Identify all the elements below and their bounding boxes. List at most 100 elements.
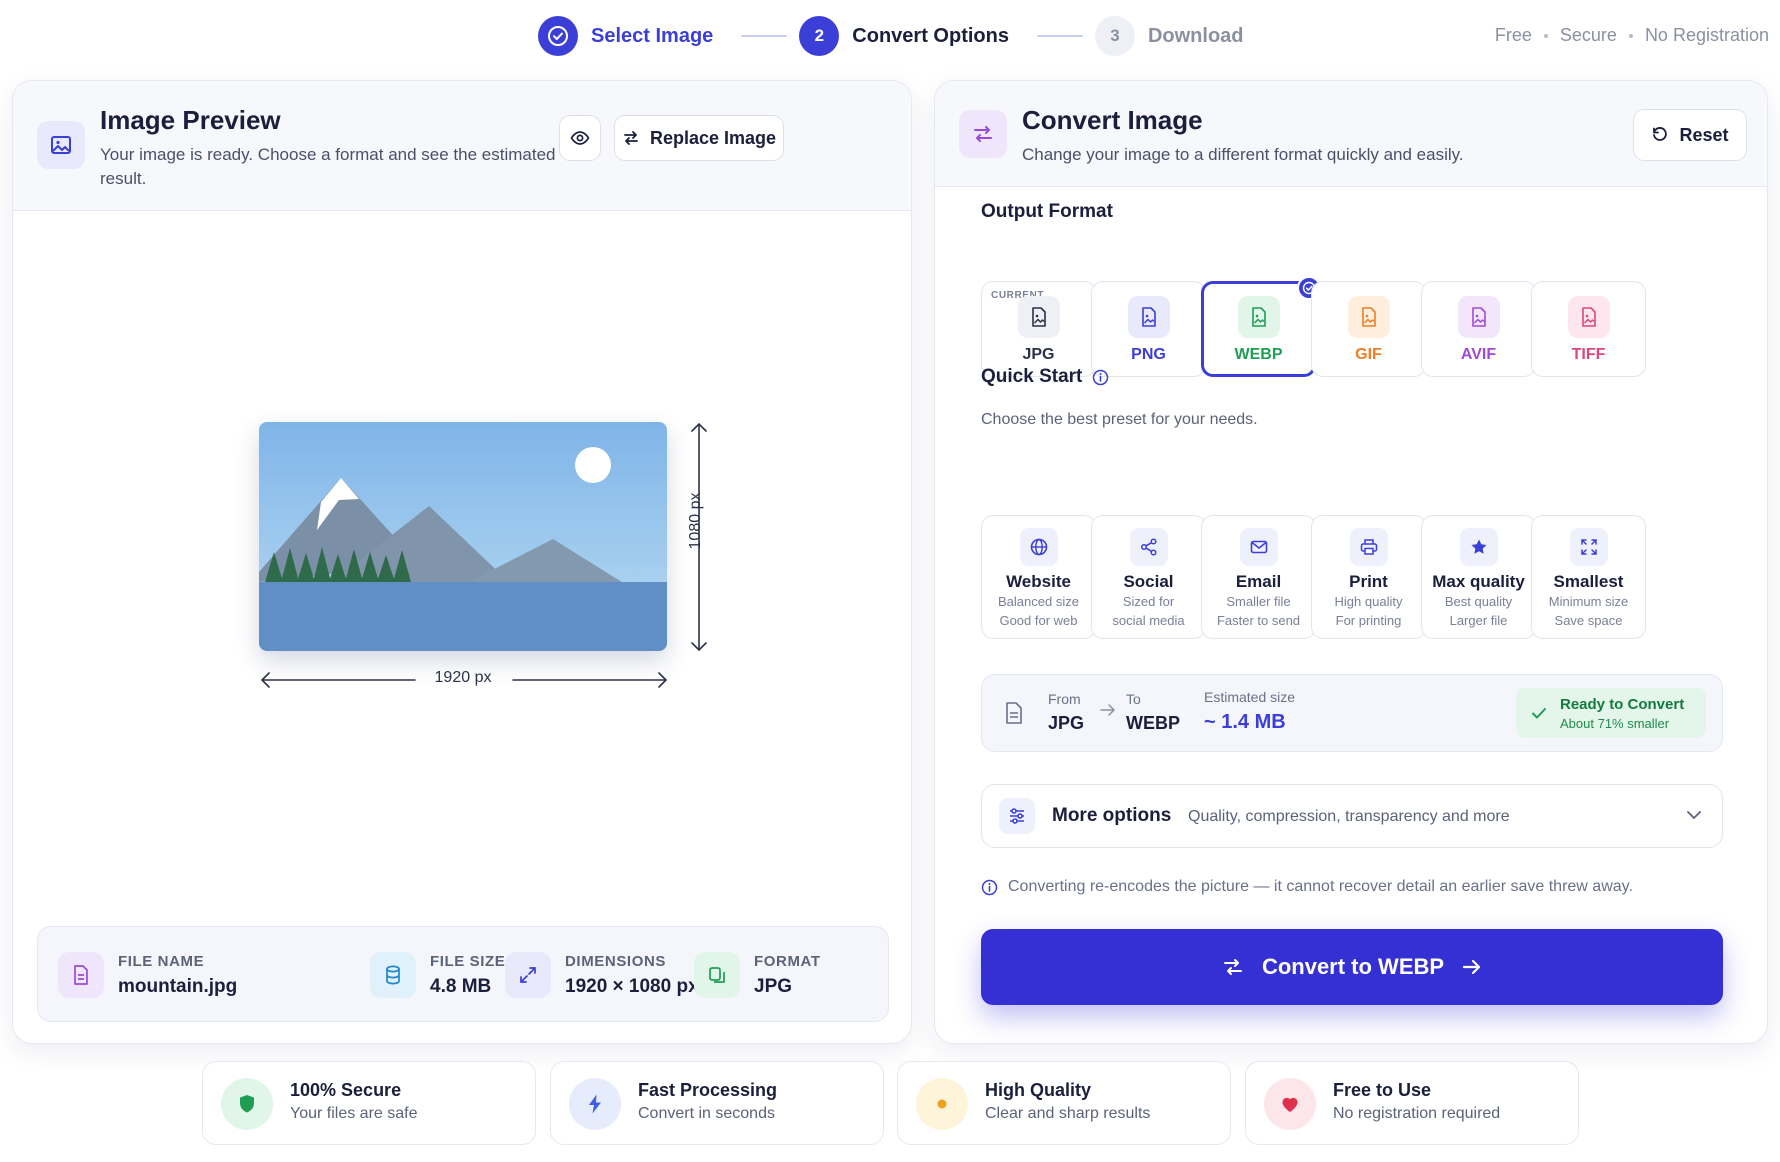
preset-title: Email bbox=[1235, 572, 1282, 591]
preset-desc-2: Larger file bbox=[1449, 613, 1508, 628]
feature-100-secure: 100% Secure Your files are safe bbox=[202, 1061, 536, 1145]
preset-email[interactable]: Email Smaller file Faster to send bbox=[1201, 515, 1316, 639]
document-icon bbox=[1004, 701, 1024, 725]
preview-toggle-button[interactable] bbox=[559, 115, 601, 161]
height-label: 1080 px bbox=[687, 492, 704, 550]
tagline-no-registration: No Registration bbox=[1644, 25, 1769, 45]
format-label: WEBP bbox=[1234, 346, 1283, 363]
convert-title: Convert Image bbox=[1022, 105, 1203, 135]
preset-print[interactable]: Print High quality For printing bbox=[1311, 515, 1426, 639]
format-label: AVIF bbox=[1460, 346, 1497, 363]
to-label: To bbox=[1126, 691, 1141, 707]
panel-subtitle: Your image is ready. Choose a format and… bbox=[100, 145, 556, 188]
swap-arrows-icon bbox=[959, 110, 1007, 158]
image-thumbnail bbox=[259, 422, 667, 651]
arrow-right-icon bbox=[1462, 958, 1482, 976]
step-number: 2 bbox=[799, 16, 840, 56]
file-size-item: FILE SIZE 4.8 MB bbox=[370, 927, 505, 1023]
format-option-avif[interactable]: AVIF bbox=[1421, 281, 1536, 377]
eye-icon bbox=[570, 128, 590, 148]
tagline: Free Secure No Registration bbox=[1495, 25, 1769, 46]
check-icon bbox=[1530, 704, 1548, 722]
to-value: WEBP bbox=[1126, 713, 1180, 733]
share-icon bbox=[1129, 528, 1168, 566]
note-text: Converting re-encodes the picture — it c… bbox=[1008, 878, 1633, 895]
page-title: Image Preview bbox=[100, 105, 281, 135]
preset-website[interactable]: Website Balanced size Good for web bbox=[981, 515, 1096, 639]
preset-title: Smallest bbox=[1553, 572, 1624, 591]
from-label: From bbox=[1048, 691, 1081, 707]
feature-title: High Quality bbox=[985, 1080, 1092, 1100]
replace-image-button[interactable]: Replace Image bbox=[614, 115, 784, 161]
feature-desc: Clear and sharp results bbox=[985, 1105, 1151, 1122]
step-select-image[interactable]: Select Image bbox=[538, 16, 713, 56]
format-option-jpg[interactable]: CURRENT JPG bbox=[981, 281, 1096, 377]
convert-subtitle: Change your image to a different format … bbox=[1022, 145, 1464, 164]
convert-image-panel: Convert Image Change your image to a dif… bbox=[934, 80, 1768, 1044]
preset-desc-1: Sized for bbox=[1122, 594, 1175, 609]
feature-title: 100% Secure bbox=[290, 1080, 402, 1100]
info-icon[interactable] bbox=[1092, 369, 1109, 386]
file-name-label: FILE NAME bbox=[118, 952, 205, 970]
preset-desc-1: Minimum size bbox=[1548, 594, 1629, 609]
conversion-note: Converting re-encodes the picture — it c… bbox=[981, 878, 1633, 896]
star-icon bbox=[1459, 528, 1498, 566]
reset-label: Reset bbox=[1679, 124, 1729, 145]
format-value: JPG bbox=[754, 975, 793, 997]
file-copy-icon bbox=[694, 952, 740, 998]
step-connector bbox=[741, 35, 788, 37]
step-convert-options[interactable]: 2 Convert Options bbox=[799, 16, 1009, 56]
current-tag: CURRENT bbox=[991, 290, 1045, 301]
format-option-webp[interactable]: WEBP bbox=[1201, 276, 1321, 377]
feature-title: Fast Processing bbox=[638, 1080, 778, 1100]
preset-social[interactable]: Social Sized for social media bbox=[1091, 515, 1206, 639]
panel-header: Convert Image Change your image to a dif… bbox=[935, 81, 1767, 187]
preset-title: Max quality bbox=[1432, 572, 1525, 591]
quick-start-subtitle: Choose the best preset for your needs. bbox=[981, 411, 1258, 428]
more-options-toggle[interactable]: More options Quality, compression, trans… bbox=[981, 784, 1723, 848]
file-metadata-bar: FILE NAME mountain.jpg FILE SIZE 4.8 MB DI… bbox=[37, 926, 889, 1022]
chevron-down-icon bbox=[1686, 809, 1702, 821]
file-size-label: FILE SIZE bbox=[430, 952, 506, 970]
database-icon bbox=[370, 952, 416, 998]
expand-icon bbox=[505, 952, 551, 998]
step-label: Download bbox=[1147, 24, 1244, 47]
preset-max-quality[interactable]: Max quality Best quality Larger file bbox=[1421, 515, 1536, 639]
ready-subtitle: About 71% smaller bbox=[1560, 716, 1670, 731]
feature-fast-processing: Fast Processing Convert in seconds bbox=[550, 1061, 884, 1145]
feature-desc: Convert in seconds bbox=[638, 1105, 775, 1122]
format-option-tiff[interactable]: TIFF bbox=[1531, 281, 1646, 377]
reset-button[interactable]: Reset bbox=[1633, 109, 1747, 161]
image-file-icon bbox=[1017, 296, 1060, 338]
format-label: GIF bbox=[1355, 346, 1382, 363]
file-name-value: mountain.jpg bbox=[118, 975, 238, 997]
format-option-gif[interactable]: GIF bbox=[1311, 281, 1426, 377]
step-download[interactable]: 3 Download bbox=[1094, 16, 1244, 56]
convert-button[interactable]: Convert to WEBP bbox=[981, 929, 1723, 1005]
format-label: FORMAT bbox=[754, 952, 821, 970]
format-label: PNG bbox=[1131, 346, 1166, 363]
feature-high-quality: High Quality Clear and sharp results bbox=[897, 1061, 1231, 1145]
replace-image-label: Replace Image bbox=[649, 127, 777, 148]
step-label: Convert Options bbox=[852, 24, 1009, 47]
swap-arrows-icon bbox=[622, 129, 640, 147]
image-preview-panel: Image Preview Your image is ready. Choos… bbox=[12, 80, 912, 1044]
ready-badge: Ready to Convert About 71% smaller bbox=[1516, 688, 1706, 738]
preset-desc-2: Good for web bbox=[999, 613, 1078, 628]
from-value: JPG bbox=[1048, 713, 1085, 733]
dimensions-item: DIMENSIONS 1920 × 1080 px bbox=[505, 927, 699, 1023]
step-number: 3 bbox=[1094, 16, 1135, 56]
more-options-title: More options bbox=[1052, 805, 1172, 826]
globe-icon bbox=[1019, 528, 1058, 566]
printer-icon bbox=[1349, 528, 1388, 566]
feature-desc: No registration required bbox=[1333, 1105, 1501, 1122]
format-option-png[interactable]: PNG bbox=[1091, 281, 1206, 377]
feature-desc: Your files are safe bbox=[290, 1105, 418, 1122]
preset-smallest[interactable]: Smallest Minimum size Save space bbox=[1531, 515, 1646, 639]
preset-title: Print bbox=[1349, 572, 1388, 591]
more-options-subtitle: Quality, compression, transparency and m… bbox=[1188, 808, 1510, 825]
estimated-size-value: ~ 1.4 MB bbox=[1204, 711, 1286, 733]
feature-title: Free to Use bbox=[1333, 1080, 1432, 1100]
panel-header: Image Preview Your image is ready. Choos… bbox=[13, 81, 911, 211]
height-dimension-arrow bbox=[689, 421, 709, 653]
